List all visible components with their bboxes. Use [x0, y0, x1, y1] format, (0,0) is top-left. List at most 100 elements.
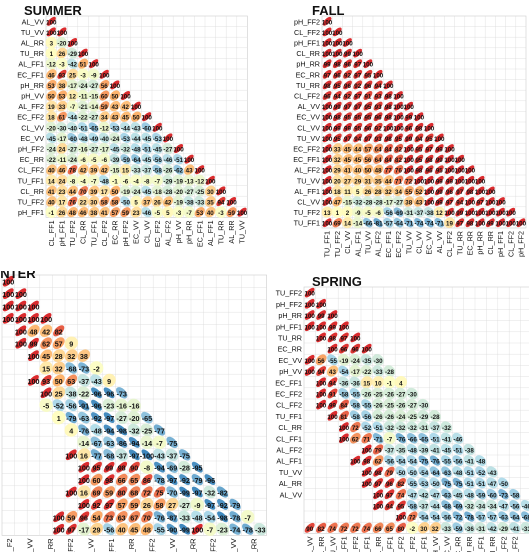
summer-cell: 40	[205, 206, 216, 218]
winter-cell-ellipse	[153, 473, 166, 486]
fall-col-label: EC_RR	[465, 231, 474, 255]
summer-cell-ellipse	[130, 174, 142, 187]
summer-cell-ellipse	[184, 154, 194, 164]
summer-cell-ellipse	[98, 185, 110, 197]
spring-cell-ellipse	[338, 522, 350, 533]
fall-row-label: TU_FF2	[294, 208, 320, 217]
spring-cell-ellipse	[406, 387, 419, 400]
spring-cell-value: -56	[453, 459, 463, 466]
spring-cell: -32	[440, 421, 453, 433]
spring-cell-value: -42	[419, 492, 429, 499]
spring-cell: -64	[509, 511, 521, 522]
spring-cell: -63	[441, 466, 452, 478]
spring-row-label: TU_FF1	[276, 412, 302, 421]
winter-cell-ellipse	[141, 511, 153, 523]
fall-row-label: EC_FF1	[293, 155, 320, 164]
winter-cell-ellipse	[153, 511, 166, 523]
spring-cell: 62	[372, 455, 384, 466]
winter-cell-ellipse	[103, 499, 115, 510]
winter-cell: -77	[90, 449, 103, 461]
spring-cell-value: 94	[318, 369, 325, 376]
spring-cell: -28	[429, 410, 441, 422]
spring-cell-ellipse	[429, 477, 441, 489]
summer-row-label: TU_FF2	[18, 197, 44, 206]
winter-cell-ellipse	[103, 461, 115, 473]
winter-cell-ellipse	[153, 448, 166, 461]
winter-cell: 100	[2, 313, 14, 324]
spring-cell-ellipse	[429, 432, 441, 444]
summer-cell-ellipse	[173, 143, 184, 154]
spring-cell-value: -24	[396, 414, 406, 421]
winter-cell-value: 100	[28, 302, 40, 311]
summer-cell-ellipse	[172, 185, 185, 197]
summer-cell-value: -43	[132, 125, 142, 132]
summer-cell-ellipse	[78, 186, 88, 196]
winter-cell-value: 100	[65, 488, 77, 497]
spring-cell-value: -75	[453, 481, 463, 488]
summer-cell-ellipse	[109, 132, 121, 144]
winter-cell: 75	[153, 486, 166, 498]
summer-cell-ellipse	[77, 196, 89, 207]
fall-cell-value: 97	[324, 72, 331, 79]
winter-cell: -43	[90, 374, 103, 387]
spring-cell: -26	[372, 398, 384, 411]
fall-cell-ellipse	[332, 153, 343, 165]
summer-cell-value: -1	[112, 178, 118, 185]
spring-cell: -47	[486, 477, 498, 489]
summer-cell-ellipse	[194, 174, 206, 186]
spring-cell-value: -69	[453, 504, 463, 511]
summer-cell-value: 34	[101, 115, 108, 122]
spring-cell-ellipse	[463, 455, 475, 467]
fall-cell: 98	[424, 154, 434, 164]
spring-cell-value: -26	[374, 403, 384, 410]
summer-cell-ellipse	[172, 174, 185, 186]
winter-cell: -33	[178, 510, 191, 524]
fall-cell: 76	[393, 165, 404, 175]
winter-col-label: _FF2	[209, 538, 218, 552]
winter-cell: 100	[191, 523, 203, 535]
fall-cell-value: 82	[395, 146, 402, 153]
spring-cell-value: -36	[351, 380, 361, 387]
spring-cell-ellipse	[327, 321, 338, 332]
spring-col-label: pH_FF2	[499, 536, 508, 552]
summer-cell: -11	[56, 153, 68, 165]
spring-cell-ellipse	[406, 455, 418, 466]
spring-cell: -54	[406, 455, 418, 466]
summer-cell-value: 17	[58, 199, 65, 206]
spring-cell-value: -68	[522, 515, 529, 522]
spring-cell: 96	[384, 478, 395, 488]
spring-cell-ellipse	[383, 421, 396, 433]
summer-cell: 100	[195, 165, 205, 175]
winter-cell-ellipse	[77, 522, 91, 536]
winter-cell-value: -43	[154, 451, 164, 460]
spring-cell-value: -31	[419, 425, 429, 432]
fall-cell-ellipse	[424, 133, 434, 143]
fall-cell-value: 96	[375, 115, 382, 122]
winter-cell-ellipse	[128, 486, 141, 498]
spring-cell: -25	[406, 409, 419, 422]
fall-cell-ellipse	[506, 207, 516, 217]
spring-cell-ellipse	[361, 478, 372, 488]
winter-cell-value: 48	[30, 327, 38, 336]
spring-cell: -26	[372, 410, 384, 422]
winter-cell: 62	[40, 337, 52, 350]
spring-cell-ellipse	[384, 500, 395, 511]
summer-cell-value: 51	[80, 62, 87, 69]
spring-cell-ellipse	[429, 511, 441, 522]
fall-cell-value: 96	[364, 83, 371, 90]
summer-cell-ellipse	[88, 132, 99, 144]
fall-cell-value: 47	[334, 199, 341, 206]
winter-cell: 72	[141, 486, 153, 498]
winter-cell: 100	[28, 375, 40, 386]
summer-cell: -45	[141, 185, 152, 197]
summer-cell-value: -22	[79, 115, 89, 122]
fall-cell-value: 20	[334, 178, 341, 185]
spring-cell-ellipse	[418, 488, 430, 500]
winter-cell-ellipse	[78, 399, 90, 411]
fall-cell-value: 95	[354, 115, 361, 122]
spring-cell-value: -72	[453, 515, 463, 522]
summer-cell-value: 100	[46, 30, 57, 37]
summer-cell: -15	[109, 164, 121, 176]
spring-cell-ellipse	[372, 376, 385, 389]
fall-cell-value: 100	[404, 168, 415, 175]
